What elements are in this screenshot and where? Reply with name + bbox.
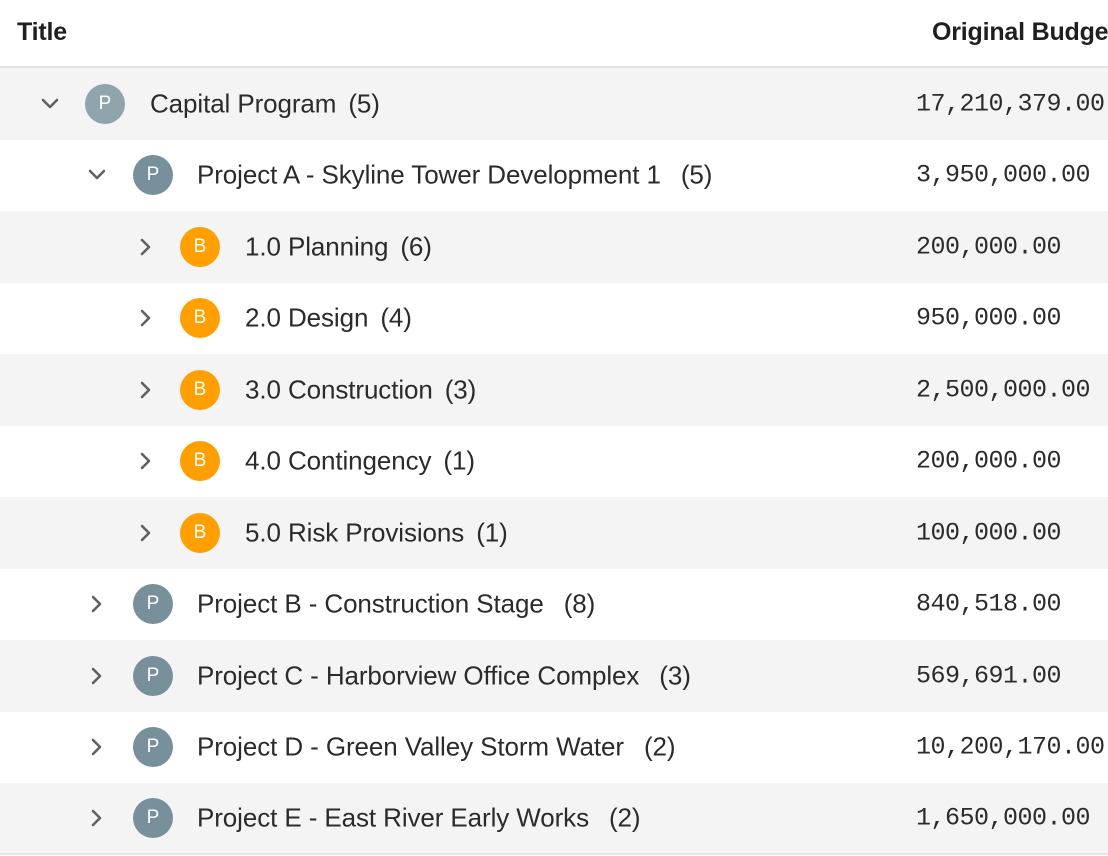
project-avatar-icon: P (133, 155, 173, 196)
row-title-text: 1.0 Planning (245, 231, 389, 262)
row-title-text: 3.0 Construction (245, 374, 433, 405)
project-avatar-icon: P (133, 727, 173, 768)
row-title-text: Project C - Harborview Office Complex (197, 660, 640, 691)
row-child-count: (8) (563, 588, 596, 619)
budget-avatar-icon: B (180, 298, 220, 339)
row-original-budget: 2,500,000.00 (916, 375, 1091, 405)
row-title: 4.0 Contingency (1) (245, 446, 475, 477)
project-avatar-icon: P (133, 584, 173, 625)
row-original-budget: 569,691.00 (916, 661, 1062, 691)
tree-row-design[interactable]: B 2.0 Design (4) 950,000.00 (0, 282, 1108, 354)
row-title: Project B - Construction Stage (8) (197, 589, 595, 620)
row-original-budget: 950,000.00 (916, 303, 1062, 333)
chevron-right-icon[interactable] (135, 236, 157, 258)
row-original-budget: 200,000.00 (916, 446, 1062, 476)
chevron-right-icon[interactable] (86, 736, 108, 758)
row-title-text: Project D - Green Valley Storm Water (197, 731, 624, 762)
row-title: 2.0 Design (4) (245, 303, 412, 334)
tree-row-capital-program[interactable]: P Capital Program (5) 17,210,379.00 (0, 68, 1108, 140)
row-original-budget: 840,518.00 (916, 589, 1062, 619)
tree-row-project-b[interactable]: P Project B - Construction Stage (8) 840,… (0, 568, 1108, 640)
tree-row-planning[interactable]: B 1.0 Planning (6) 200,000.00 (0, 211, 1108, 283)
row-title: 5.0 Risk Provisions (1) (245, 517, 508, 548)
row-title: Project C - Harborview Office Complex (3) (197, 660, 691, 691)
tree-row-construction[interactable]: B 3.0 Construction (3) 2,500,000.00 (0, 354, 1108, 426)
tree-row-project-c[interactable]: P Project C - Harborview Office Complex (… (0, 640, 1108, 712)
row-child-count: (2) (608, 802, 641, 833)
column-header-original-budget[interactable]: Original Budget (932, 18, 1108, 46)
chevron-right-icon[interactable] (135, 450, 157, 472)
tree-row-contingency[interactable]: B 4.0 Contingency (1) 200,000.00 (0, 425, 1108, 497)
tree-row-project-d[interactable]: P Project D - Green Valley Storm Water (2… (0, 711, 1108, 783)
row-child-count: (1) (476, 517, 508, 548)
row-title: 1.0 Planning (6) (245, 231, 432, 262)
row-title-text: Project E - East River Early Works (197, 802, 589, 833)
project-avatar-icon: P (133, 655, 173, 696)
tree-row-project-e[interactable]: P Project E - East River Early Works (2) … (0, 783, 1108, 855)
chevron-right-icon[interactable] (135, 307, 157, 329)
budget-avatar-icon: B (180, 441, 220, 482)
tree-row-risk-provisions[interactable]: B 5.0 Risk Provisions (1) 100,000.00 (0, 497, 1108, 569)
row-original-budget: 3,950,000.00 (916, 160, 1091, 190)
row-child-count: (4) (380, 302, 412, 333)
row-child-count: (5) (348, 88, 380, 119)
row-child-count: (1) (443, 445, 475, 476)
grid-body: P Capital Program (5) 17,210,379.00 P Pro… (0, 68, 1108, 855)
row-title: Capital Program (5) (150, 88, 380, 119)
row-child-count: (3) (444, 374, 477, 405)
grid-header: Title Original Budget (0, 0, 1108, 68)
row-original-budget: 100,000.00 (916, 518, 1062, 548)
row-child-count: (6) (400, 231, 432, 262)
row-title: 3.0 Construction (3) (245, 374, 476, 405)
row-child-count: (5) (680, 159, 713, 190)
row-original-budget: 200,000.00 (916, 232, 1062, 262)
row-title-text: 5.0 Risk Provisions (245, 517, 465, 548)
row-original-budget: 10,200,170.00 (916, 732, 1105, 762)
row-child-count: (2) (643, 731, 676, 762)
chevron-right-icon[interactable] (86, 593, 108, 615)
row-child-count: (3) (659, 660, 691, 691)
chevron-right-icon[interactable] (135, 379, 157, 401)
column-header-title[interactable]: Title (17, 18, 67, 46)
row-title: Project E - East River Early Works (2) (197, 802, 641, 833)
budget-avatar-icon: B (180, 369, 220, 410)
row-title-text: Capital Program (150, 88, 337, 119)
row-title-text: 4.0 Contingency (245, 445, 432, 476)
chevron-down-icon[interactable] (39, 93, 61, 115)
row-title: Project A - Skyline Tower Development 1 (… (197, 160, 712, 191)
chevron-down-icon[interactable] (86, 164, 108, 186)
chevron-right-icon[interactable] (86, 807, 108, 829)
row-title: Project D - Green Valley Storm Water (2) (197, 731, 676, 763)
row-title-text: 2.0 Design (245, 302, 369, 333)
row-original-budget: 17,210,379.00 (916, 89, 1105, 119)
budget-avatar-icon: B (180, 512, 220, 553)
tree-row-project-a[interactable]: P Project A - Skyline Tower Development … (0, 139, 1108, 211)
row-original-budget: 1,650,000.00 (916, 803, 1091, 833)
program-avatar-icon: P (85, 83, 125, 124)
chevron-right-icon[interactable] (135, 522, 157, 544)
budget-avatar-icon: B (180, 226, 220, 267)
row-title-text: Project B - Construction Stage (197, 588, 544, 619)
row-title-text: Project A - Skyline Tower Development 1 (197, 159, 661, 190)
project-avatar-icon: P (133, 797, 173, 838)
chevron-right-icon[interactable] (86, 665, 108, 687)
